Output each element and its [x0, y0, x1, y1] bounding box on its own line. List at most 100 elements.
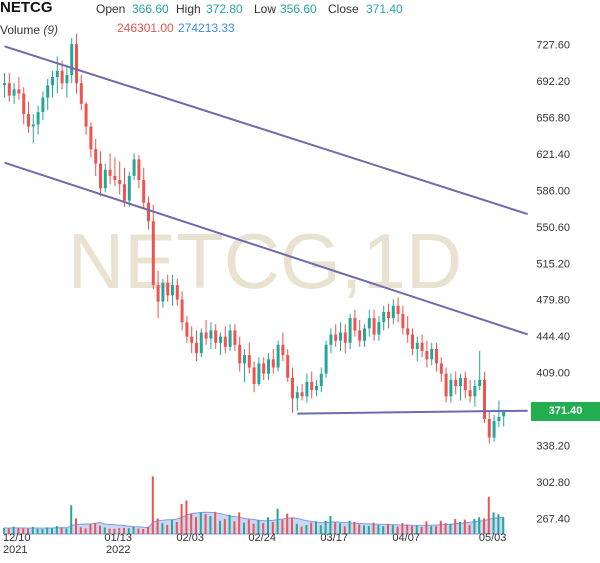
volume-bar	[387, 523, 389, 534]
volume-value: 246301.00	[117, 21, 174, 35]
candle-body	[372, 318, 376, 335]
x-tick-label: 04/07	[392, 532, 420, 544]
candle-body	[353, 318, 357, 331]
volume-bar	[483, 518, 485, 534]
volume-bar	[291, 517, 293, 534]
volume-bar	[238, 512, 241, 534]
candle-body	[468, 390, 472, 397]
volume-bar	[363, 525, 365, 534]
candle-body	[449, 379, 453, 397]
close-value: 371.40	[366, 2, 403, 16]
candle-body	[276, 344, 280, 368]
volume-bar	[209, 516, 212, 534]
trendline	[4, 45, 529, 216]
candle-body	[99, 163, 102, 189]
volume-bar	[103, 527, 106, 534]
volume-label: Volume	[0, 23, 41, 37]
candle-body	[406, 328, 410, 335]
volume-bar	[147, 526, 149, 534]
close-label: Close	[328, 2, 359, 16]
volume-bar	[415, 525, 418, 534]
volume-bar	[276, 508, 279, 534]
volume-bar	[348, 520, 351, 534]
volume-bar	[233, 521, 236, 534]
candle-body	[377, 322, 381, 335]
candle-body	[401, 313, 405, 329]
volume-bar	[401, 523, 404, 534]
watermark-text: NETCG,1D	[68, 217, 462, 305]
candle-body	[339, 332, 342, 341]
volume-pane	[3, 476, 505, 535]
candle-body	[295, 392, 299, 399]
volume-bar	[372, 522, 375, 534]
open-value: 366.60	[132, 2, 169, 16]
volume-bar	[286, 513, 289, 534]
y-tick-label: 656.80	[536, 112, 570, 124]
candle-body	[103, 169, 107, 189]
candle-body	[343, 332, 347, 343]
candle-body	[94, 149, 98, 164]
y-tick-label: 338.20	[536, 441, 570, 453]
volume-bar	[27, 528, 29, 534]
volume-bar	[310, 522, 313, 534]
candle-body	[387, 311, 390, 319]
volume-bar	[180, 504, 183, 534]
x-tick-sublabel: 2021	[3, 544, 27, 556]
volume-bar	[214, 511, 217, 534]
y-tick-label: 621.40	[536, 149, 570, 161]
candle-body	[483, 379, 486, 419]
candle-body	[382, 311, 386, 323]
volume-bar	[46, 527, 49, 534]
candle-body	[502, 411, 506, 417]
volume-bar	[295, 523, 298, 534]
volume-bar	[247, 519, 250, 534]
candle-body	[79, 83, 83, 104]
candle-body	[497, 416, 501, 421]
candle-body	[415, 342, 419, 349]
x-tick-label: 03/17	[320, 532, 348, 544]
candle-body	[3, 83, 6, 86]
symbol-title: NETCG	[0, 0, 53, 16]
candle-body	[363, 328, 366, 341]
candle-body	[300, 392, 304, 397]
volume-bar	[324, 520, 327, 534]
candle-body	[142, 180, 146, 203]
candle-body	[463, 377, 467, 391]
volume-bar	[31, 527, 34, 534]
volume-bar	[329, 516, 332, 534]
volume-bar	[281, 519, 284, 534]
volume-bar	[36, 528, 39, 534]
volume-bar	[430, 526, 433, 534]
candle-body	[31, 124, 35, 127]
volume-bar	[166, 524, 169, 534]
volume-title: Volume (9)	[0, 23, 58, 37]
candle-body	[27, 114, 30, 127]
candle-body	[291, 377, 294, 399]
volume-bar	[271, 522, 274, 534]
volume-bar	[185, 500, 188, 534]
y-tick-label: 267.40	[536, 514, 570, 526]
volume-bar	[22, 528, 25, 534]
candle-body	[60, 70, 64, 84]
candle-body	[12, 89, 16, 96]
candle-body	[243, 355, 246, 364]
last-price-badge: 371.40	[531, 402, 600, 421]
volume-bar	[343, 526, 346, 534]
candle-body	[396, 305, 400, 314]
candle-body	[310, 381, 314, 391]
candle-body	[473, 386, 477, 397]
volume-bar	[94, 523, 97, 534]
candle-body	[257, 363, 261, 384]
volume-bar	[12, 526, 15, 534]
volume-bar	[243, 522, 245, 534]
volume-bar	[65, 528, 68, 534]
candle-body	[223, 336, 227, 347]
volume-bar	[502, 517, 505, 534]
volume-bar	[444, 523, 447, 534]
volume-bar	[55, 526, 58, 534]
candles-layer	[3, 33, 506, 444]
low-label: Low	[254, 2, 277, 16]
candle-body	[195, 342, 198, 354]
low-value: 356.60	[280, 2, 317, 16]
volume-ma-value: 274213.33	[178, 21, 235, 35]
